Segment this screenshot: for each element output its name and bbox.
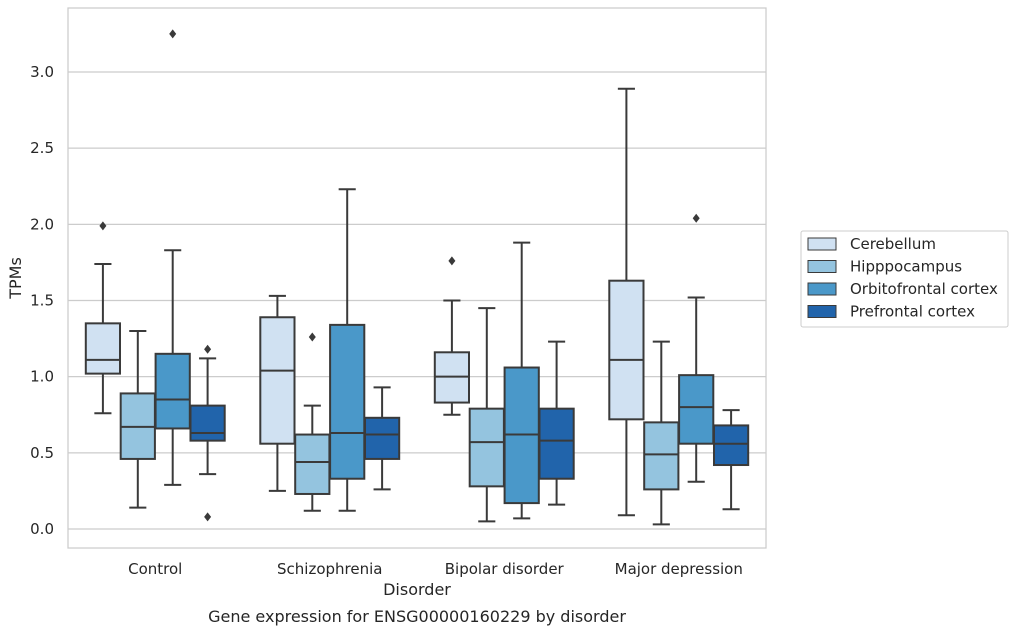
y-tick-label: 0.5 xyxy=(30,444,54,462)
x-tick-label: Major depression xyxy=(615,560,743,578)
outlier-point xyxy=(99,221,107,231)
outlier-point xyxy=(169,29,177,39)
box-cerebellum xyxy=(433,256,471,416)
box-iqr xyxy=(363,416,401,460)
legend-swatch xyxy=(807,260,837,273)
box-iqr xyxy=(468,407,505,488)
box-iqr xyxy=(189,404,226,442)
box-prefrontal-cortex xyxy=(363,386,401,491)
box-prefrontal-cortex xyxy=(538,340,575,506)
box-hipppocampus xyxy=(468,307,505,523)
outlier-point xyxy=(204,344,212,354)
y-tick-label: 0.0 xyxy=(30,520,54,538)
y-tick-label: 1.5 xyxy=(30,292,54,310)
box-cerebellum xyxy=(608,87,645,517)
box-prefrontal-cortex xyxy=(189,344,226,522)
y-axis-title: TPMs xyxy=(6,257,25,300)
legend-label: Orbitofrontal cortex xyxy=(850,280,998,298)
x-tick-label: Bipolar disorder xyxy=(445,560,565,578)
y-tick-label: 1.0 xyxy=(30,368,54,386)
box-iqr xyxy=(608,279,645,421)
box-orbitofrontal-cortex xyxy=(329,188,366,512)
box-iqr xyxy=(84,322,122,375)
chart-title: Gene expression for ENSG00000160229 by d… xyxy=(208,607,626,626)
box-iqr xyxy=(643,421,680,491)
legend-swatch xyxy=(807,305,837,318)
box-series xyxy=(84,29,750,526)
outlier-point xyxy=(448,256,456,266)
box-iqr xyxy=(712,424,750,467)
box-iqr xyxy=(678,374,715,445)
x-tick-label: Control xyxy=(128,560,182,578)
legend: Cerebellum Hipppocampus Orbitofrontal cort… xyxy=(800,230,1009,328)
x-tick-label: Schizophrenia xyxy=(277,560,382,578)
x-axis-ticks: Control Schizophrenia Bipolar disorder Majo… xyxy=(128,560,743,578)
box-iqr xyxy=(538,407,575,480)
legend-label: Hipppocampus xyxy=(850,258,962,276)
y-tick-label: 2.5 xyxy=(30,139,54,157)
box-iqr xyxy=(259,316,296,445)
legend-swatch xyxy=(807,237,837,251)
box-orbitofrontal-cortex xyxy=(678,213,715,483)
outlier-point xyxy=(692,213,700,223)
legend-swatch xyxy=(807,282,837,296)
box-prefrontal-cortex xyxy=(712,409,750,511)
box-orbitofrontal-cortex xyxy=(503,241,540,520)
y-axis-ticks: 0.0 0.5 1.0 1.5 2.0 2.5 3.0 xyxy=(30,63,54,538)
box-iqr xyxy=(329,323,366,480)
legend-frame xyxy=(800,230,1009,328)
legend-label: Cerebellum xyxy=(850,235,936,253)
outlier-point xyxy=(308,332,316,342)
box-cerebellum xyxy=(259,294,296,492)
box-cerebellum xyxy=(84,221,122,415)
box-iqr xyxy=(154,352,191,430)
legend-label: Prefrontal cortex xyxy=(850,303,975,321)
x-axis-title: Disorder xyxy=(383,580,451,599)
box-iqr xyxy=(294,433,331,495)
box-hipppocampus xyxy=(119,329,156,509)
box-orbitofrontal-cortex xyxy=(154,29,191,486)
outlier-point xyxy=(204,512,212,522)
box-hipppocampus xyxy=(643,340,680,526)
y-tick-label: 2.0 xyxy=(30,215,54,233)
y-tick-label: 3.0 xyxy=(30,63,54,81)
